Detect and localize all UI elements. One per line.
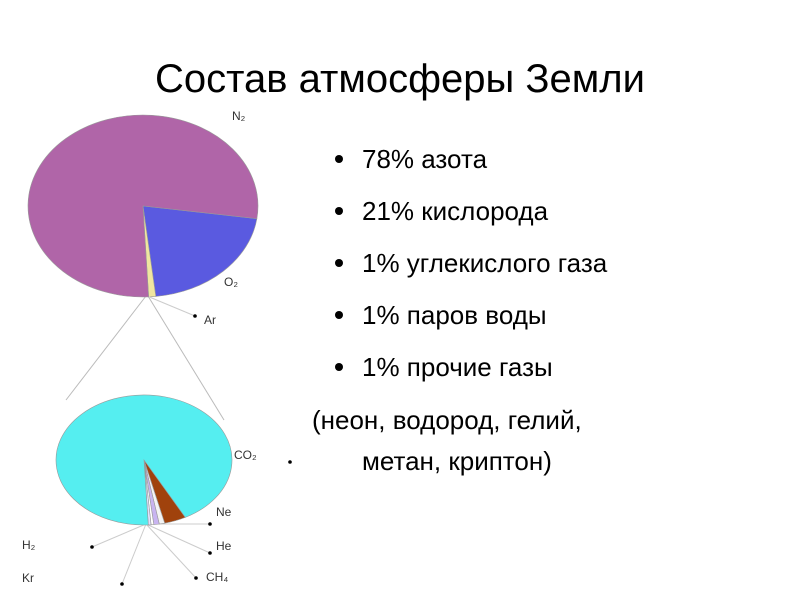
bullet-text: 1% прочие газы (362, 352, 553, 382)
leader-line (145, 523, 197, 579)
bullet-text: 1% углекислого газа (362, 248, 608, 278)
slice-label: N₂ (232, 109, 246, 123)
bullet-dot (335, 311, 343, 319)
slice-label: CO₂ (234, 448, 257, 462)
zoom-line (147, 295, 225, 421)
slice-label: Ar (204, 313, 216, 327)
bullet-text: 78% азота (362, 144, 488, 174)
note-line: метан, криптон) (362, 446, 552, 476)
note-line: (неон, водород, гелий, (312, 405, 582, 435)
bullet-dot (335, 155, 343, 163)
leader-dot (193, 314, 197, 318)
leader-dot (288, 460, 292, 464)
bullet-text: 1% паров воды (362, 300, 547, 330)
pie-slice (55, 394, 233, 526)
bullet-text: 21% кислорода (362, 196, 549, 226)
bullet-dot (335, 259, 343, 267)
leader-dot (120, 582, 124, 586)
slice-label: CH₄ (206, 570, 228, 584)
leader-line (146, 295, 196, 317)
pie-slice (142, 205, 258, 297)
bullet-dot (335, 207, 343, 215)
slide-title: Состав атмосферы Земли (155, 57, 645, 101)
zoom-line (65, 295, 147, 401)
bullet-list: 78% азота 21% кислорода 1% углекислого газ… (335, 144, 608, 382)
slice-label: Ne (216, 505, 232, 519)
leader-line (91, 523, 147, 548)
leader-line (145, 523, 211, 554)
leader-line (121, 523, 147, 585)
pie-slice (27, 114, 259, 298)
zoom-lines (65, 295, 225, 421)
leader-dot (208, 522, 212, 526)
bullet-dot (335, 363, 343, 371)
slice-label: He (216, 539, 232, 553)
leader-dot (90, 545, 94, 549)
pies: O₂ Ar N₂ Ne He CH₄ Kr H₂ CO₂ (22, 109, 292, 586)
leader-dot (194, 576, 198, 580)
slice-label: O₂ (224, 275, 238, 289)
slice-label: Kr (22, 571, 34, 585)
leader-dot (208, 551, 212, 555)
slice-label: H₂ (22, 538, 36, 552)
